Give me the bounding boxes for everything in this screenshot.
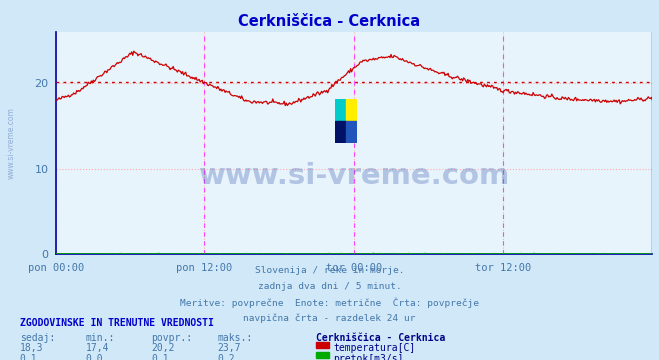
Text: ZGODOVINSKE IN TRENUTNE VREDNOSTI: ZGODOVINSKE IN TRENUTNE VREDNOSTI	[20, 318, 214, 328]
Text: www.si-vreme.com: www.si-vreme.com	[7, 107, 16, 179]
Text: 0,2: 0,2	[217, 354, 235, 360]
Text: 23,7: 23,7	[217, 343, 241, 354]
Text: 17,4: 17,4	[86, 343, 109, 354]
Text: temperatura[C]: temperatura[C]	[333, 343, 416, 354]
Text: pretok[m3/s]: pretok[m3/s]	[333, 354, 404, 360]
Text: 0,0: 0,0	[86, 354, 103, 360]
Text: Slovenija / reke in morje.: Slovenija / reke in morje.	[255, 266, 404, 275]
Text: 0,1: 0,1	[20, 354, 38, 360]
Text: navpična črta - razdelek 24 ur: navpična črta - razdelek 24 ur	[243, 313, 416, 323]
Text: www.si-vreme.com: www.si-vreme.com	[198, 162, 510, 190]
Text: Meritve: povprečne  Enote: metrične  Črta: povprečje: Meritve: povprečne Enote: metrične Črta:…	[180, 297, 479, 308]
Text: maks.:: maks.:	[217, 333, 252, 343]
Text: 18,3: 18,3	[20, 343, 43, 354]
Text: zadnja dva dni / 5 minut.: zadnja dva dni / 5 minut.	[258, 282, 401, 291]
Text: sedaj:: sedaj:	[20, 333, 55, 343]
Bar	[335, 99, 346, 121]
Bar	[346, 121, 357, 143]
Text: 0,1: 0,1	[152, 354, 169, 360]
Bar	[346, 99, 357, 121]
Text: povpr.:: povpr.:	[152, 333, 192, 343]
Bar	[335, 121, 346, 143]
Text: Cerkniščica - Cerknica: Cerkniščica - Cerknica	[239, 14, 420, 30]
Text: min.:: min.:	[86, 333, 115, 343]
Text: Cerkniščica - Cerknica: Cerkniščica - Cerknica	[316, 333, 445, 343]
Text: 20,2: 20,2	[152, 343, 175, 354]
